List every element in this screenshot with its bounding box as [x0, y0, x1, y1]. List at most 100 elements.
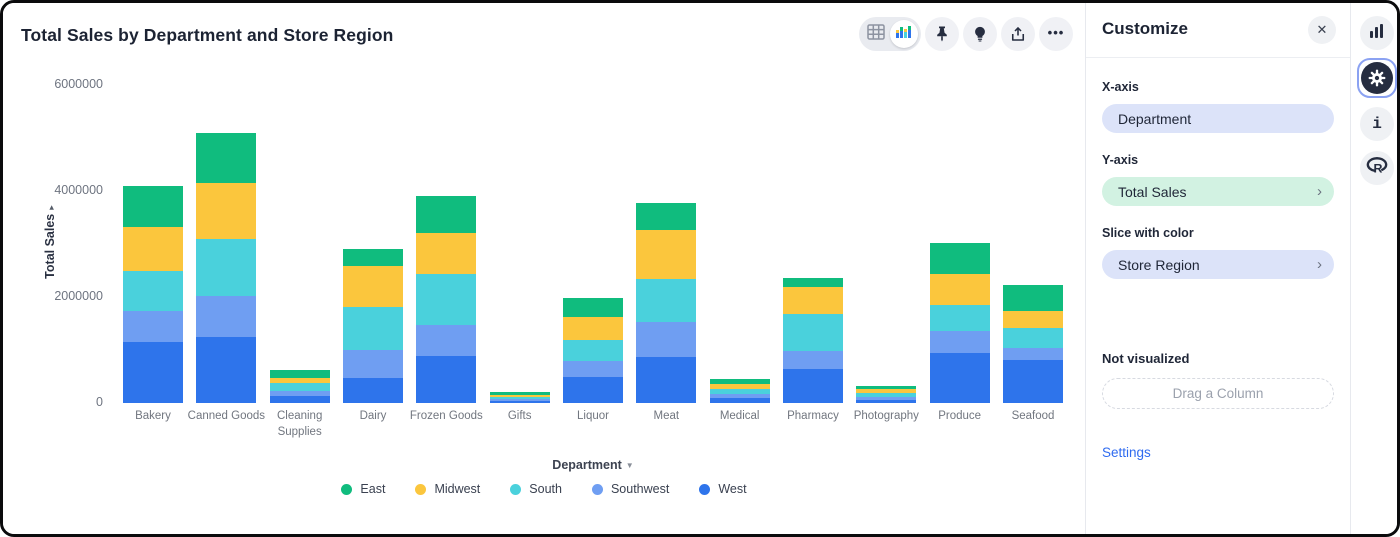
- bar-segment-southwest[interactable]: [416, 325, 477, 357]
- bar-segment-west[interactable]: [709, 398, 770, 403]
- bar-bakery[interactable]: [123, 186, 183, 403]
- legend-item-east[interactable]: East: [341, 482, 385, 496]
- bar-produce[interactable]: [929, 242, 990, 403]
- slice-color-pill[interactable]: Store Region ›: [1102, 250, 1334, 279]
- bar-segment-midwest[interactable]: [123, 227, 183, 272]
- bar-gifts[interactable]: [489, 392, 550, 403]
- bar-segment-east[interactable]: [269, 370, 330, 378]
- bar-segment-midwest[interactable]: [856, 388, 917, 393]
- bar-segment-midwest[interactable]: [489, 394, 550, 397]
- bar-liquor[interactable]: [563, 298, 623, 403]
- bar-segment-southwest[interactable]: [563, 360, 623, 377]
- x-axis-pill[interactable]: Department: [1102, 104, 1334, 133]
- export-button[interactable]: [1001, 17, 1035, 51]
- bar-segment-west[interactable]: [416, 356, 477, 403]
- bar-segment-midwest[interactable]: [783, 286, 843, 314]
- bar-frozen-goods[interactable]: [416, 195, 477, 403]
- bar-segment-midwest[interactable]: [269, 377, 330, 384]
- bar-segment-southwest[interactable]: [489, 399, 550, 401]
- bar-segment-midwest[interactable]: [636, 229, 697, 279]
- x-axis-title[interactable]: Department ▼: [123, 458, 1063, 472]
- bar-segment-south[interactable]: [196, 239, 257, 297]
- bar-segment-west[interactable]: [636, 356, 697, 403]
- legend-item-midwest[interactable]: Midwest: [415, 482, 480, 496]
- bar-segment-east[interactable]: [783, 277, 843, 287]
- legend-item-southwest[interactable]: Southwest: [591, 482, 669, 496]
- bar-segment-east[interactable]: [636, 202, 697, 230]
- bar-segment-southwest[interactable]: [636, 322, 697, 357]
- bar-segment-west[interactable]: [269, 395, 330, 403]
- bar-segment-midwest[interactable]: [1003, 310, 1063, 329]
- bar-segment-south[interactable]: [856, 392, 917, 398]
- bar-segment-west[interactable]: [783, 369, 843, 403]
- bar-dairy[interactable]: [343, 249, 403, 403]
- bar-segment-east[interactable]: [416, 195, 477, 234]
- bar-segment-southwest[interactable]: [196, 296, 257, 337]
- bar-segment-south[interactable]: [563, 339, 623, 361]
- bar-segment-west[interactable]: [856, 399, 917, 403]
- bar-segment-east[interactable]: [563, 298, 623, 318]
- bar-segment-west[interactable]: [196, 336, 257, 403]
- bar-segment-west[interactable]: [343, 378, 403, 403]
- bar-segment-southwest[interactable]: [123, 310, 183, 343]
- bar-segment-east[interactable]: [709, 379, 770, 384]
- bar-segment-west[interactable]: [489, 400, 550, 403]
- bar-segment-south[interactable]: [489, 396, 550, 400]
- bar-segment-east[interactable]: [196, 133, 257, 183]
- bar-segment-southwest[interactable]: [1003, 347, 1063, 360]
- bar-canned-goods[interactable]: [196, 133, 257, 403]
- bar-segment-midwest[interactable]: [343, 266, 403, 308]
- bar-segment-midwest[interactable]: [929, 274, 990, 305]
- bar-segment-southwest[interactable]: [783, 351, 843, 370]
- rail-info-button[interactable]: i: [1360, 107, 1394, 141]
- more-options-button[interactable]: •••: [1039, 17, 1073, 51]
- bar-seafood[interactable]: [1003, 285, 1063, 403]
- bar-medical[interactable]: [709, 379, 770, 403]
- y-axis-title[interactable]: Total Sales▸: [43, 205, 57, 279]
- bar-segment-midwest[interactable]: [709, 383, 770, 389]
- rail-chart-button[interactable]: [1360, 16, 1394, 50]
- bar-segment-east[interactable]: [1003, 285, 1063, 311]
- rail-settings-button-active[interactable]: [1357, 58, 1397, 98]
- y-axis-pill[interactable]: Total Sales ›: [1102, 177, 1334, 206]
- bar-segment-southwest[interactable]: [343, 350, 403, 379]
- bar-segment-west[interactable]: [123, 342, 183, 403]
- bar-segment-southwest[interactable]: [269, 390, 330, 396]
- bar-segment-south[interactable]: [783, 313, 843, 352]
- bar-segment-south[interactable]: [269, 383, 330, 391]
- bar-segment-east[interactable]: [489, 392, 550, 395]
- bar-segment-east[interactable]: [929, 242, 990, 275]
- bar-pharmacy[interactable]: [783, 277, 843, 403]
- settings-link[interactable]: Settings: [1102, 445, 1151, 460]
- bar-segment-east[interactable]: [343, 249, 403, 267]
- bar-segment-south[interactable]: [416, 274, 477, 326]
- bar-segment-midwest[interactable]: [563, 317, 623, 340]
- insight-button[interactable]: [963, 17, 997, 51]
- bar-segment-midwest[interactable]: [416, 233, 477, 275]
- bar-photography[interactable]: [856, 385, 917, 403]
- legend-item-west[interactable]: West: [699, 482, 747, 496]
- bar-cleaning-supplies[interactable]: [269, 370, 330, 403]
- pin-button[interactable]: [925, 17, 959, 51]
- bar-segment-west[interactable]: [563, 376, 623, 403]
- bar-segment-south[interactable]: [1003, 328, 1063, 348]
- bar-segment-west[interactable]: [1003, 359, 1063, 403]
- drag-column-dropzone[interactable]: Drag a Column: [1102, 378, 1334, 409]
- chart-view-button[interactable]: [890, 20, 918, 48]
- bar-segment-west[interactable]: [929, 353, 990, 403]
- legend-item-south[interactable]: South: [510, 482, 562, 496]
- bar-meat[interactable]: [636, 202, 697, 403]
- bar-segment-southwest[interactable]: [929, 330, 990, 354]
- bar-segment-east[interactable]: [123, 186, 183, 228]
- bar-segment-south[interactable]: [343, 307, 403, 351]
- bar-segment-southwest[interactable]: [856, 397, 917, 400]
- bar-segment-south[interactable]: [636, 279, 697, 323]
- rail-r-button[interactable]: R: [1360, 151, 1394, 185]
- table-view-button[interactable]: [862, 20, 890, 48]
- bar-segment-east[interactable]: [856, 385, 917, 389]
- bar-segment-south[interactable]: [123, 271, 183, 311]
- bar-segment-south[interactable]: [929, 304, 990, 331]
- close-button[interactable]: ✕: [1308, 16, 1336, 44]
- bar-segment-midwest[interactable]: [196, 182, 257, 240]
- bar-segment-south[interactable]: [709, 388, 770, 395]
